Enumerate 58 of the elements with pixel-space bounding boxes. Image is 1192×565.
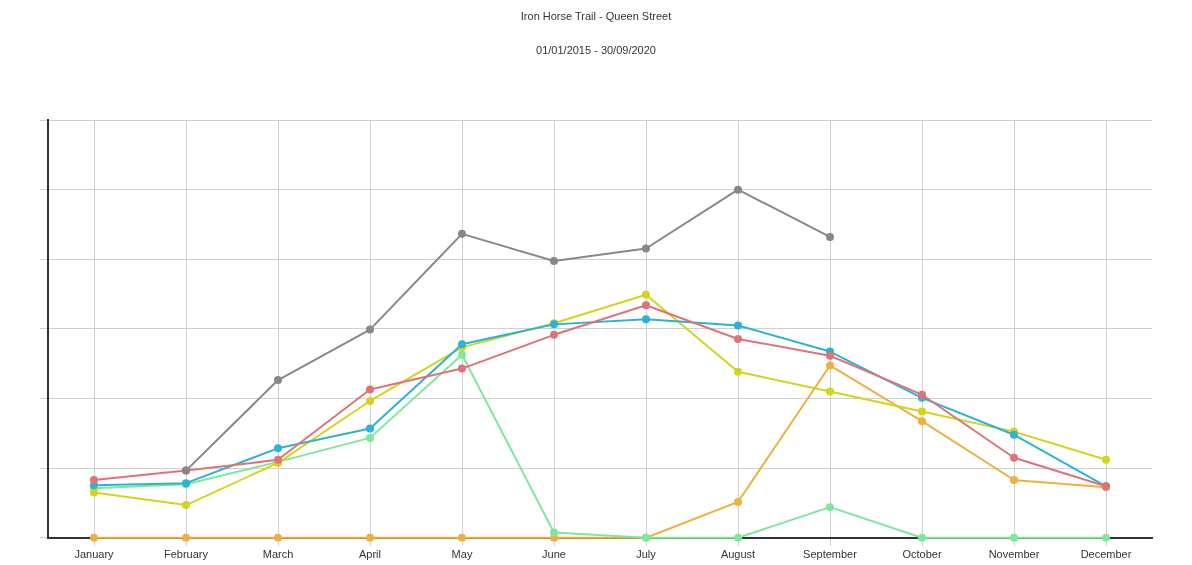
point — [826, 351, 834, 360]
point — [826, 387, 834, 396]
point — [734, 335, 742, 343]
x-tick-label: August — [720, 548, 756, 561]
point — [1102, 533, 1110, 542]
x-tick-label: March — [262, 548, 294, 561]
point — [366, 433, 374, 442]
point — [90, 533, 98, 542]
point — [642, 244, 650, 253]
point — [274, 444, 282, 453]
point — [826, 503, 834, 512]
x-tick-label: February — [163, 548, 209, 561]
point — [734, 321, 742, 330]
x-tick-label: October — [902, 548, 942, 561]
point — [366, 533, 374, 542]
point — [734, 533, 742, 542]
point — [274, 376, 282, 385]
x-tick-label: May — [451, 548, 473, 561]
point — [90, 488, 98, 497]
point — [734, 185, 742, 194]
point — [918, 407, 926, 416]
point — [458, 350, 466, 359]
point — [274, 533, 282, 542]
point — [642, 315, 650, 324]
point — [90, 476, 98, 484]
x-tick-label: January — [74, 548, 115, 561]
point — [366, 385, 374, 394]
x-tick-label: November — [988, 548, 1040, 561]
point — [550, 330, 558, 339]
point — [826, 232, 834, 241]
x-tick-label: September — [803, 548, 858, 561]
chart-title: Iron Horse Trail - Queen Street — [519, 10, 673, 22]
point — [1102, 455, 1110, 464]
point — [642, 301, 650, 310]
point — [366, 424, 374, 433]
x-tick-label: December — [1080, 548, 1132, 561]
chart-subtitle: 01/01/2015 - 30/09/2020 — [535, 44, 657, 56]
point — [642, 290, 650, 299]
point — [1010, 533, 1018, 542]
point — [458, 364, 466, 373]
point — [1010, 476, 1018, 484]
point — [734, 367, 742, 376]
point — [918, 533, 926, 542]
x-tick-label: April — [358, 548, 382, 561]
point — [182, 533, 190, 542]
point — [550, 528, 558, 537]
point — [458, 229, 466, 238]
point — [826, 361, 834, 370]
point — [182, 501, 190, 510]
x-tick-label: July — [636, 548, 657, 561]
point — [366, 396, 374, 405]
point — [550, 257, 558, 266]
point — [734, 497, 742, 506]
point — [366, 325, 374, 334]
point — [918, 417, 926, 426]
point — [1010, 453, 1018, 462]
point — [458, 533, 466, 542]
x-tick-label: June — [542, 548, 566, 561]
